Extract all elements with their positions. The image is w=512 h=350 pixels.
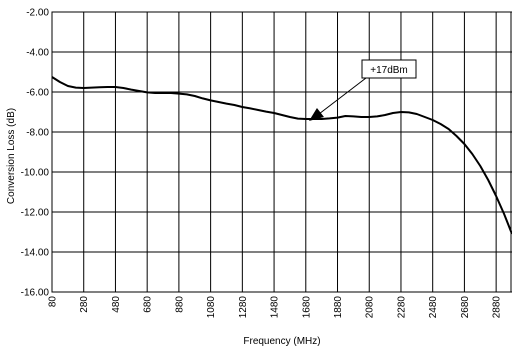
y-tick-label: -8.00 [26, 128, 49, 139]
annotation-box [361, 59, 417, 79]
annotation-leader-line [318, 77, 367, 115]
series-layer [51, 76, 512, 235]
x-tick-label: 280 [79, 296, 90, 313]
y-tick-labels: -2.00 -4.00 -6.00 -8.00 -10.00 -12.00 -14.00 -1… [21, 8, 50, 299]
x-tick-label: 2680 [460, 296, 471, 319]
x-tick-label: 1880 [333, 296, 344, 319]
grid-lines [51, 11, 512, 293]
y-tick-label: -16.00 [21, 288, 50, 299]
x-tick-label: 1080 [206, 296, 217, 319]
x-tick-label: 1480 [270, 296, 281, 319]
plot-frame [51, 11, 512, 293]
annotation-label: +17dBm [370, 65, 408, 76]
y-tick-label: -4.00 [26, 48, 49, 59]
x-tick-label: 1680 [301, 296, 312, 319]
x-tick-label: 80 [48, 296, 59, 308]
x-tick-label: 680 [143, 296, 154, 313]
x-tick-label: 1280 [238, 296, 249, 319]
y-axis-title: Conversion Loss (dB) [6, 108, 17, 204]
annotation-arrowhead [308, 108, 324, 121]
y-tick-label: -12.00 [21, 208, 50, 219]
x-tick-label: 2280 [396, 296, 407, 319]
y-tick-label: -10.00 [21, 168, 50, 179]
x-tick-label: 2480 [428, 296, 439, 319]
x-axis-title: Frequency (MHz) [243, 336, 320, 347]
y-tick-label: -6.00 [26, 88, 49, 99]
y-tick-label: -2.00 [26, 8, 49, 19]
x-tick-label: 480 [111, 296, 122, 313]
y-tick-label: -14.00 [21, 248, 50, 259]
series-line [51, 76, 512, 235]
x-tick-label: 880 [174, 296, 185, 313]
x-tick-label: 2080 [365, 296, 376, 319]
x-tick-labels: 80 280 480 680 880 1080 1280 1480 1680 1880 2080 22… [48, 296, 503, 319]
annotation-layer: +17dBm [308, 59, 417, 121]
x-tick-label: 2880 [492, 296, 503, 319]
